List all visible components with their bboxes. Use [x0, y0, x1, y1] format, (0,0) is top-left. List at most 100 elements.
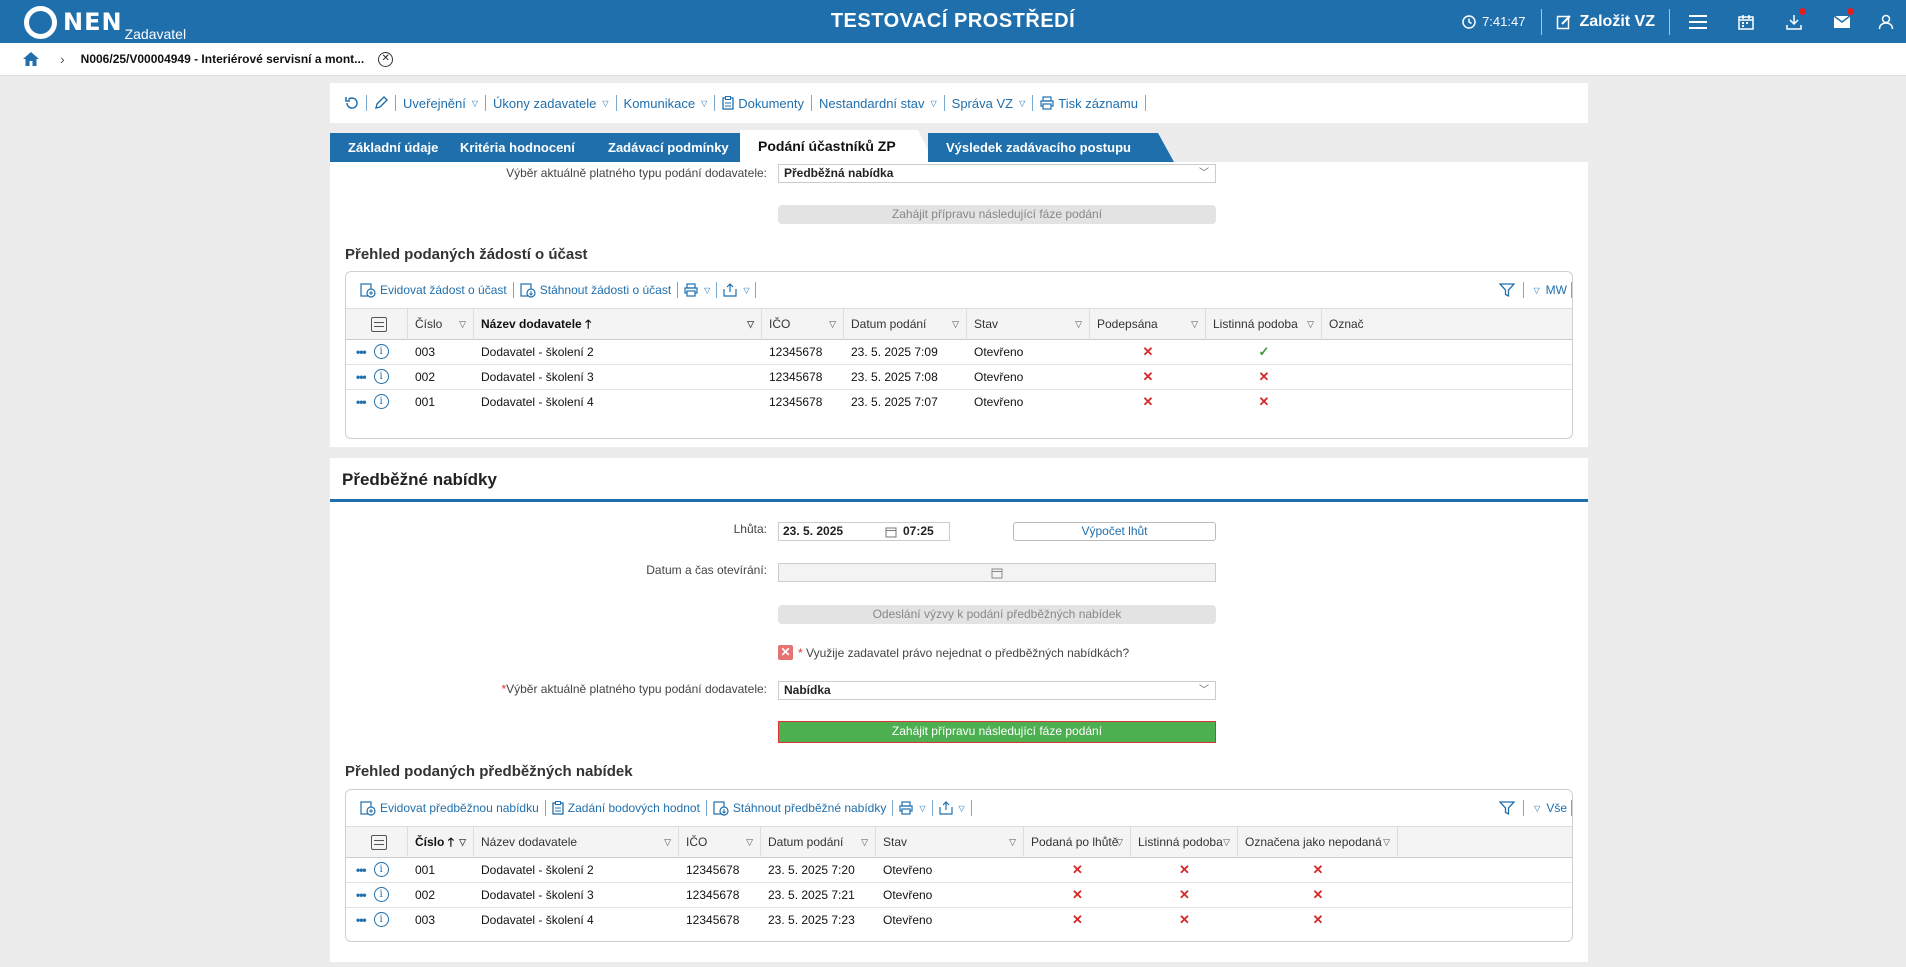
- opening-date-input[interactable]: [778, 563, 1216, 582]
- filter-caret-icon[interactable]: ▽: [1383, 837, 1390, 847]
- send-invite-button-disabled[interactable]: Odeslání výzvy k podání předběžných nabí…: [778, 605, 1216, 624]
- tab-evaluation-criteria[interactable]: Kritéria hodnocení: [442, 133, 606, 162]
- caret-down-icon[interactable]: ▽: [1533, 285, 1540, 295]
- info-icon[interactable]: i: [373, 394, 389, 409]
- submission-type-select[interactable]: Předběžná nabídka ﹀: [778, 164, 1216, 183]
- publish-menu[interactable]: Uveřejnění ▽: [396, 96, 485, 111]
- grid-export-button[interactable]: ▽: [717, 283, 755, 297]
- calc-deadlines-button[interactable]: Výpočet lhůt: [1013, 522, 1216, 541]
- filter-icon[interactable]: [1498, 282, 1515, 298]
- column-header-paper-form[interactable]: Listinná podoba ▽: [1206, 309, 1322, 340]
- calendar-icon[interactable]: [885, 526, 897, 538]
- info-icon[interactable]: i: [373, 369, 389, 384]
- print-button[interactable]: Tisk záznamu: [1033, 96, 1145, 111]
- create-vz-button[interactable]: Založit VZ: [1546, 13, 1665, 31]
- filter-caret-icon[interactable]: ▽: [1191, 319, 1198, 329]
- tab-basic-info[interactable]: Základní údaje: [330, 133, 458, 162]
- filter-caret-icon[interactable]: ▽: [664, 837, 671, 847]
- filter-caret-icon[interactable]: ▽: [829, 319, 836, 329]
- column-header-number[interactable]: Číslo 🡑 ▽: [408, 827, 474, 858]
- tab-participant-submissions[interactable]: Podání účastníků ZP: [740, 130, 934, 162]
- enter-points-button[interactable]: Zadání bodových hodnot: [546, 801, 706, 815]
- more-actions-icon[interactable]: •••: [356, 862, 367, 877]
- tab-procedure-result[interactable]: Výsledek zadávacího postupu: [928, 133, 1174, 162]
- actions-menu[interactable]: Úkony zadavatele ▽: [486, 96, 616, 111]
- messages-button[interactable]: [1818, 0, 1866, 43]
- start-next-phase-button[interactable]: Zahájit přípravu následující fáze podání: [778, 721, 1216, 743]
- column-header-supplier[interactable]: Název dodavatele ▽: [474, 827, 679, 858]
- grid-view-selector[interactable]: MW: [1545, 283, 1567, 297]
- register-request-button[interactable]: Evidovat žádost o účast: [354, 282, 513, 298]
- column-header-ico[interactable]: IČO ▽: [679, 827, 761, 858]
- edit-button[interactable]: [367, 96, 395, 110]
- column-header-status[interactable]: Stav ▽: [967, 309, 1090, 340]
- column-header-status[interactable]: Stav ▽: [876, 827, 1024, 858]
- documents-button[interactable]: Dokumenty: [715, 96, 811, 111]
- tab-tender-conditions[interactable]: Zadávací podmínky: [590, 133, 756, 162]
- column-header-ico[interactable]: IČO ▽: [762, 309, 844, 340]
- calendar-button[interactable]: [1722, 0, 1770, 43]
- grid-view-selector[interactable]: Vše: [1546, 801, 1567, 815]
- info-icon[interactable]: i: [373, 912, 389, 927]
- grid-print-button[interactable]: ▽: [678, 283, 716, 297]
- nen-logo[interactable]: NEN Zadavatel: [24, 5, 186, 42]
- prelim-type-select[interactable]: Nabídka ﹀: [778, 681, 1216, 700]
- filter-icon[interactable]: [1499, 800, 1516, 816]
- caret-down-icon[interactable]: ▽: [1534, 803, 1541, 813]
- more-actions-icon[interactable]: •••: [356, 344, 367, 359]
- column-header-marked[interactable]: Označ: [1322, 309, 1382, 340]
- column-header-date[interactable]: Datum podání ▽: [844, 309, 967, 340]
- home-icon[interactable]: [22, 51, 40, 67]
- table-row[interactable]: ••• i 001 Dodavatel - školení 4 12345678 …: [346, 390, 1572, 415]
- filter-caret-icon[interactable]: ▽: [1116, 837, 1123, 847]
- table-row[interactable]: ••• i 002 Dodavatel - školení 3 12345678 …: [346, 365, 1572, 390]
- downloads-button[interactable]: [1770, 0, 1818, 43]
- info-icon[interactable]: i: [373, 344, 389, 359]
- download-requests-button[interactable]: Stáhnout žádosti o účast: [514, 282, 677, 298]
- filter-caret-icon[interactable]: ▽: [746, 837, 753, 847]
- table-row[interactable]: ••• i 002 Dodavatel - školení 3 12345678 …: [346, 883, 1572, 908]
- grid-export-button[interactable]: ▽: [933, 801, 971, 815]
- filter-caret-icon[interactable]: ▽: [1223, 837, 1230, 847]
- register-prelim-button[interactable]: Evidovat předběžnou nabídku: [354, 800, 545, 816]
- more-actions-icon[interactable]: •••: [356, 369, 367, 384]
- more-actions-icon[interactable]: •••: [356, 912, 367, 927]
- column-header-number[interactable]: Číslo ▽: [408, 309, 474, 340]
- filter-caret-icon[interactable]: ▽: [1307, 319, 1314, 329]
- column-settings-button[interactable]: [346, 827, 408, 858]
- deadline-date-input[interactable]: 23. 5. 2025 07:25: [778, 522, 950, 541]
- no-negotiation-checkbox[interactable]: ✕: [778, 645, 793, 660]
- column-header-not-submitted[interactable]: Označena jako nepodaná ▽: [1238, 827, 1398, 858]
- table-row[interactable]: ••• i 003 Dodavatel - školení 4 12345678 …: [346, 908, 1572, 933]
- filter-caret-icon[interactable]: ▽: [459, 837, 466, 847]
- filter-caret-icon[interactable]: ▽: [459, 319, 466, 329]
- column-header-date[interactable]: Datum podání ▽: [761, 827, 876, 858]
- column-header-paper-form[interactable]: Listinná podoba ▽: [1131, 827, 1238, 858]
- grid-print-button[interactable]: ▽: [893, 801, 931, 815]
- user-button[interactable]: [1866, 0, 1906, 43]
- filter-caret-icon[interactable]: ▽: [1075, 319, 1082, 329]
- communication-menu[interactable]: Komunikace ▽: [617, 96, 715, 111]
- breadcrumb-item[interactable]: N006/25/V00004949 - Interiérové servisní…: [80, 52, 365, 66]
- table-row[interactable]: ••• i 003 Dodavatel - školení 2 12345678 …: [346, 340, 1572, 365]
- admin-menu[interactable]: Správa VZ ▽: [945, 96, 1033, 111]
- nonstandard-menu[interactable]: Nestandardní stav ▽: [812, 96, 944, 111]
- filter-caret-icon[interactable]: ▽: [747, 319, 754, 329]
- download-prelim-button[interactable]: Stáhnout předběžné nabídky: [707, 800, 892, 816]
- more-actions-icon[interactable]: •••: [356, 394, 367, 409]
- filter-caret-icon[interactable]: ▽: [1009, 837, 1016, 847]
- info-icon[interactable]: i: [373, 887, 389, 902]
- column-settings-button[interactable]: [346, 309, 408, 340]
- start-next-phase-button-disabled[interactable]: Zahájit přípravu následující fáze podání: [778, 205, 1216, 224]
- table-row[interactable]: ••• i 001 Dodavatel - školení 2 12345678 …: [346, 858, 1572, 883]
- filter-caret-icon[interactable]: ▽: [861, 837, 868, 847]
- info-icon[interactable]: i: [373, 862, 389, 877]
- menu-button[interactable]: [1674, 0, 1722, 43]
- column-header-signed[interactable]: Podepsána ▽: [1090, 309, 1206, 340]
- close-icon[interactable]: ✕: [378, 51, 394, 67]
- filter-caret-icon[interactable]: ▽: [952, 319, 959, 329]
- more-actions-icon[interactable]: •••: [356, 887, 367, 902]
- column-header-supplier[interactable]: Název dodavatele 🡑 ▽: [474, 309, 762, 340]
- column-header-late[interactable]: Podaná po lhůtě ▽: [1024, 827, 1131, 858]
- refresh-button[interactable]: [338, 96, 366, 110]
